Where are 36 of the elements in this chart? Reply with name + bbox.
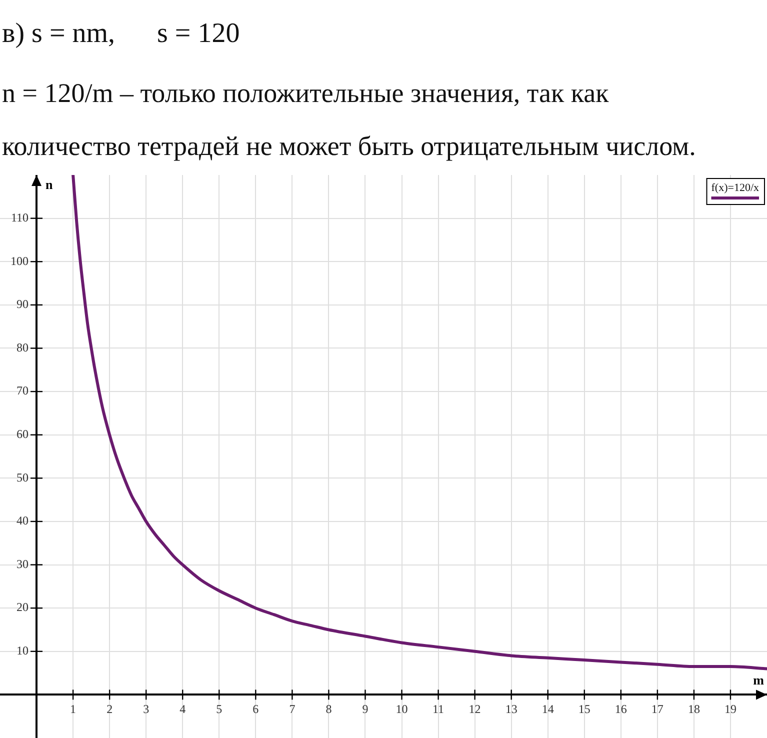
y-tick-label: 40	[16, 514, 29, 528]
x-tick-label: 15	[578, 702, 590, 716]
x-tick-label: 9	[362, 702, 368, 716]
y-tick-label: 100	[10, 254, 29, 268]
x-tick-label: 1	[70, 702, 76, 716]
line-series	[72, 175, 767, 670]
x-tick-label: 5	[216, 702, 222, 716]
y-tick-label: 60	[16, 427, 29, 441]
x-tick-label: 3	[143, 702, 150, 716]
y-tick-label: 30	[16, 556, 29, 571]
chart-title: в) s = nm, s = 120	[2, 18, 240, 50]
x-tick-label: 8	[326, 702, 332, 716]
x-axis-title: m	[753, 672, 764, 688]
x-tick-label: 16	[614, 702, 627, 716]
x-tick-label: 4	[180, 702, 186, 716]
y-tick-label: 10	[16, 644, 29, 658]
chart-subtitle: n = 120/m – только положительные значения, так как количество тетрадей не может быть отрицательным числом.	[2, 77, 697, 163]
x-tick-label: 17	[651, 702, 664, 716]
x-tick-label: 10	[396, 702, 408, 716]
x-tick-label: 11	[432, 702, 444, 716]
x-tick-label: 19	[724, 702, 736, 716]
x-tick-label: 2	[106, 702, 113, 716]
y-tick-label: 70	[16, 384, 29, 398]
y-tick-label: 20	[16, 600, 29, 614]
y-tick-label: 90	[16, 297, 29, 312]
y-tick-label: 110	[10, 210, 29, 224]
y-tick-label: 50	[16, 470, 29, 484]
x-tick-label: 7	[289, 702, 296, 716]
x-tick-label: 14	[542, 702, 554, 716]
text: f(x)=120/x	[711, 182, 760, 194]
y-axis-title: n	[46, 177, 54, 192]
x-tick-label: 12	[468, 702, 481, 716]
x-tick-label: 6	[252, 702, 259, 716]
x-tick-label: 18	[688, 702, 700, 716]
x-tick-label: 13	[505, 702, 518, 716]
y-tick-label: 80	[16, 340, 29, 354]
